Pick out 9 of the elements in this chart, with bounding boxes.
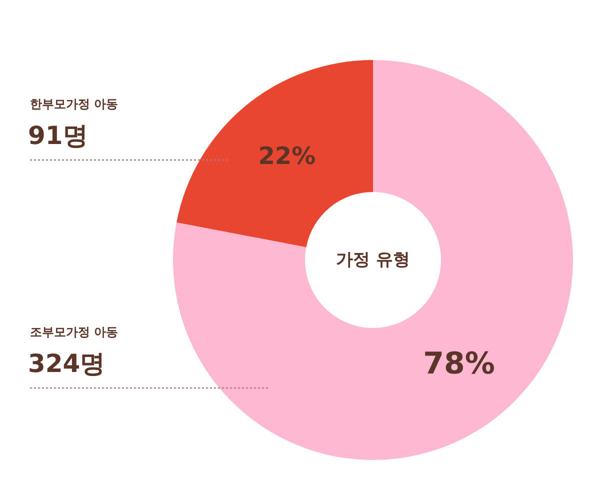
donut-slice bbox=[173, 60, 573, 460]
text: 91명 bbox=[28, 121, 88, 150]
donut-slice bbox=[176, 60, 373, 248]
text: 324명 bbox=[28, 349, 106, 378]
slice-label: 한부모가정 아동 bbox=[30, 97, 118, 111]
text: 가정 유형 bbox=[336, 250, 410, 270]
slice-label: 조부모가정 아동 bbox=[30, 325, 118, 339]
data-label: 78% bbox=[423, 346, 495, 382]
data-label: 22% bbox=[258, 142, 316, 170]
